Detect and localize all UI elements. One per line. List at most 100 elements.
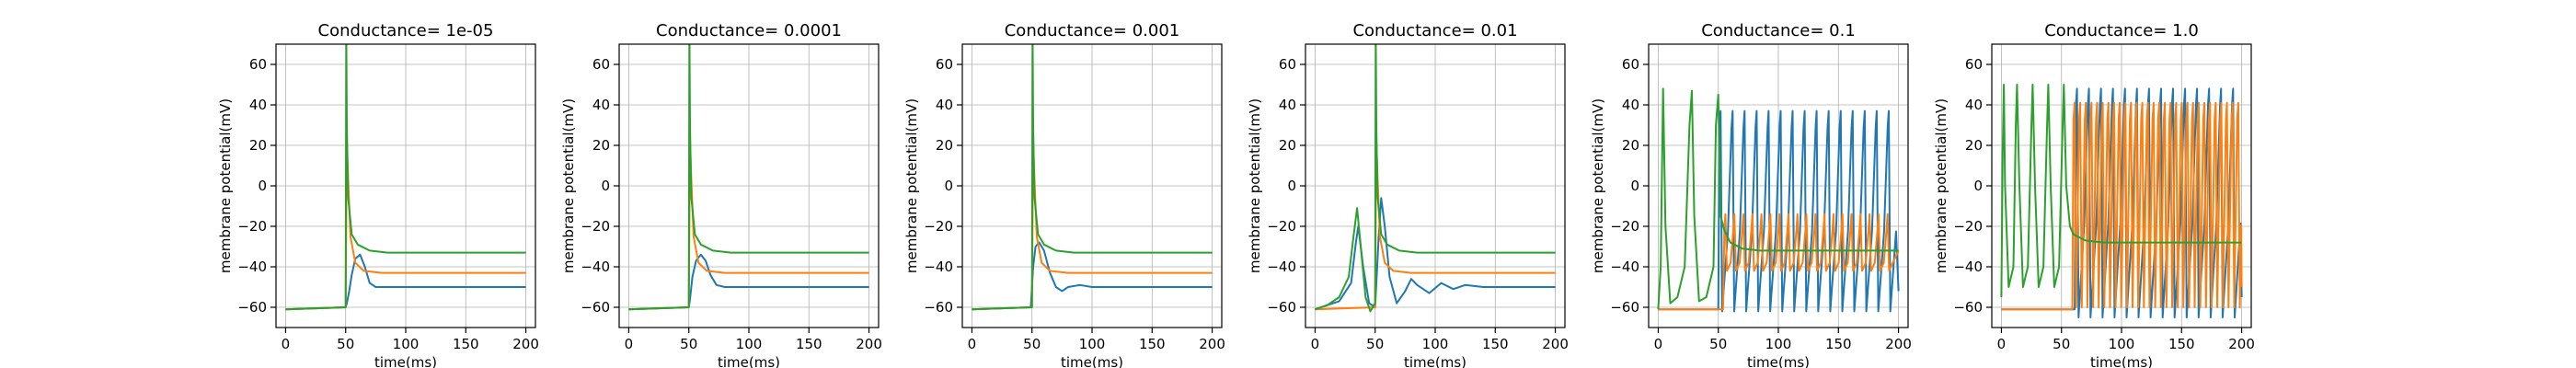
y-tick-label: −40 [1610,259,1639,275]
y-axis-label: membrane potential(mV) [1590,98,1606,273]
chart-title: Conductance= 0.01 [1352,21,1517,40]
plot-frame [618,43,880,328]
x-tick-label: 100 [393,336,420,352]
y-axis-label: membrane potential(mV) [217,98,234,273]
x-tick-label: 150 [796,336,822,352]
x-tick-label: 150 [453,336,479,352]
y-tick-label: 0 [258,178,267,194]
x-tick-label: 200 [856,336,882,352]
series-line-3 [628,44,869,311]
y-tick-label: 20 [1279,137,1296,154]
y-tick-label: 20 [1622,137,1639,154]
y-tick-label: 20 [592,137,610,154]
plot-frame [275,43,536,328]
x-tick-label: 0 [1311,336,1320,352]
y-tick-label: −60 [1953,299,1983,316]
y-tick-label: −40 [581,259,610,275]
y-axis-label: membrane potential(mV) [903,98,920,273]
series-line-1 [285,253,526,311]
y-tick-label: −60 [237,299,267,316]
series-line-1 [1315,197,1556,311]
y-tick-label: −40 [237,259,267,275]
y-tick-label: 40 [1279,97,1296,113]
x-tick-label: 0 [968,336,977,352]
x-tick-label: 200 [1542,336,1569,352]
x-tick-label: 150 [1139,336,1166,352]
x-tick-label: 0 [282,336,291,352]
y-tick-label: 60 [1622,56,1639,73]
chart-panel-1: 0 50 100 150 200 −60 −40 −20 0 20 40 60 Conductance=… [217,21,539,368]
y-tick-label: 40 [592,97,610,113]
y-tick-label: 60 [1279,56,1296,73]
x-tick-label: 50 [1709,336,1727,352]
y-tick-label: 0 [1287,178,1296,194]
series-line-3 [285,44,526,311]
x-tick-label: 50 [680,336,697,352]
y-tick-label: 60 [936,56,953,73]
y-tick-label: 20 [936,137,953,154]
y-tick-label: −40 [924,259,953,275]
x-tick-label: 50 [2053,336,2070,352]
y-tick-label: 0 [944,178,953,194]
y-tick-label: 60 [592,56,610,73]
y-tick-label: −40 [1267,259,1296,275]
chart-title: Conductance= 0.0001 [656,21,842,40]
y-tick-label: 0 [601,178,610,194]
y-tick-label: 20 [1965,137,1983,154]
x-tick-label: 100 [1079,336,1106,352]
y-tick-label: −60 [1267,299,1296,316]
y-tick-label: 40 [1965,97,1983,113]
x-tick-label: 0 [1654,336,1663,352]
chart-title: Conductance= 1.0 [2044,21,2199,40]
y-tick-label: −20 [237,218,267,235]
x-tick-label: 100 [1422,336,1449,352]
chart-panel-2: 0 50 100 150 200 −60 −40 −20 0 20 40 60 Conductance=… [560,21,882,368]
y-tick-label: 0 [1973,178,1983,194]
y-tick-label: −60 [581,299,610,316]
x-tick-label: 200 [512,336,539,352]
x-tick-label: 0 [1997,336,2007,352]
y-tick-label: −20 [1953,218,1983,235]
series-line-3 [1315,44,1556,313]
x-tick-label: 150 [1825,336,1852,352]
x-tick-label: 150 [2168,336,2195,352]
x-tick-label: 50 [337,336,354,352]
y-axis-label: membrane potential(mV) [1247,98,1263,273]
series-line-3 [2000,84,2242,298]
series-line-3 [972,44,1213,311]
plot-frame [1648,43,1909,328]
x-axis-label: time(ms) [1747,354,1810,368]
x-tick-label: 150 [1482,336,1509,352]
plot-frame [1991,43,2252,328]
y-tick-label: −60 [1610,299,1639,316]
chart-title: Conductance= 0.1 [1701,21,1856,40]
series-line-1 [628,253,869,311]
x-axis-label: time(ms) [374,354,437,368]
x-axis-label: time(ms) [1061,354,1123,368]
y-tick-label: 40 [936,97,953,113]
x-tick-label: 50 [1366,336,1384,352]
series-line-2 [1658,213,1900,311]
x-tick-label: 200 [2228,336,2255,352]
series-line-1 [1658,109,1900,313]
x-axis-label: time(ms) [2090,354,2153,368]
plot-frame [1305,43,1566,328]
chart-panel-6: 0 50 100 150 200 −60 −40 −20 0 20 40 60 Conductance=… [1933,21,2255,368]
chart-title: Conductance= 1e-05 [318,21,494,40]
x-tick-label: 100 [736,336,763,352]
chart-title: Conductance= 0.001 [1005,21,1180,40]
y-tick-label: −20 [1610,218,1639,235]
x-tick-label: 200 [1199,336,1225,352]
y-tick-label: 40 [249,97,267,113]
x-axis-label: time(ms) [718,354,780,368]
x-tick-label: 0 [625,336,634,352]
series-line-2 [2001,101,2243,311]
y-tick-label: −20 [581,218,610,235]
x-tick-label: 200 [1885,336,1912,352]
y-tick-label: 60 [249,56,267,73]
plot-frame [961,43,1223,328]
y-tick-label: 20 [249,137,267,154]
chart-panel-5: 0 50 100 150 200 −60 −40 −20 0 20 40 60 Conductance=… [1590,21,1912,368]
y-tick-label: 60 [1965,56,1983,73]
